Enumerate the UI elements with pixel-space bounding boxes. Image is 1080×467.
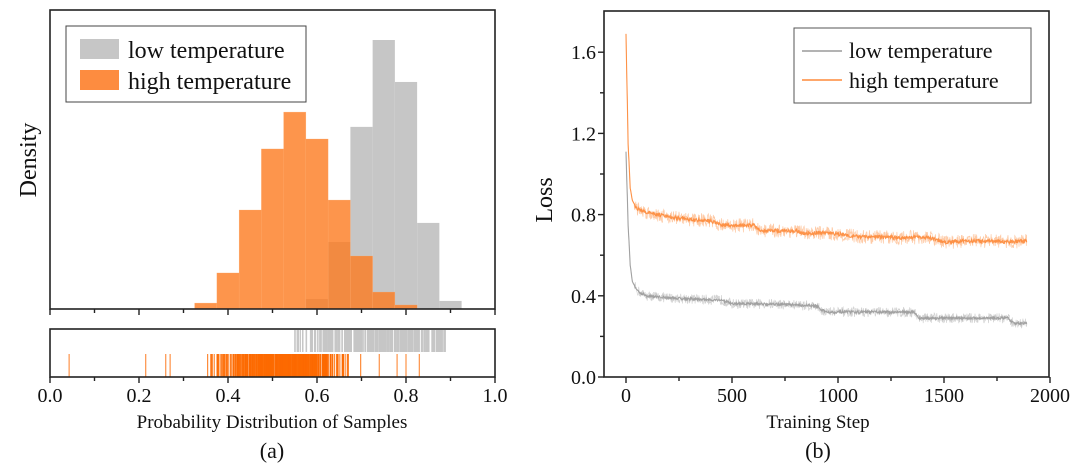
a-bar-high-1: [216, 272, 240, 310]
a-bar-high-0: [194, 302, 218, 310]
panel-b-line-chart: 0 500 1000 1500 2000 0.0 0.4 0.8 1.2 1.6 low tem…: [532, 10, 1070, 463]
a-bar-high-8: [372, 291, 396, 310]
b-caption: (b): [805, 438, 831, 463]
a-bar-high-3: [261, 148, 284, 310]
a-bar-high-7: [350, 255, 373, 310]
b-ylabel: Loss: [532, 177, 558, 222]
a-xaxis-tick-labels: 0.0 0.2 0.4 0.6 0.8 1.0: [38, 385, 508, 407]
b-legend-box: [793, 27, 1032, 104]
b-plot-area: [625, 33, 1028, 329]
a-legend-swatch-high: [80, 70, 119, 90]
b-line-high: [625, 33, 1028, 246]
a-series-high-temperature: [194, 111, 418, 310]
b-ytick-label: 0.4: [571, 286, 596, 308]
a-caption: (a): [260, 438, 284, 463]
b-yaxis-ticks: 0.0 0.4 0.8 1.2 1.6: [571, 42, 604, 389]
b-ytick-label: 0.0: [571, 367, 596, 389]
b-xlabel: Training Step: [766, 412, 869, 433]
a-xtick-label: 0.0: [38, 385, 63, 407]
a-rug-low-temperature: [294, 330, 446, 352]
b-xaxis-ticks: 0 500 1000 1500 2000: [621, 377, 1070, 407]
a-bar-low-4: [394, 81, 418, 310]
b-ytick-label: 0.8: [571, 205, 596, 227]
a-bar-low-6: [439, 300, 462, 309]
a-xlabel: Probability Distribution of Samples: [137, 412, 408, 433]
b-line-low: [625, 151, 1028, 327]
b-ytick-label: 1.6: [571, 42, 596, 64]
b-legend-label-low: low temperature: [849, 38, 993, 63]
b-xtick-label: 500: [717, 385, 747, 407]
a-legend-swatch-low: [80, 39, 119, 59]
panel-a-histogram: low temperature high temperature Density…: [16, 9, 508, 463]
b-xtick-label: 0: [621, 385, 631, 407]
a-legend-label-high: high temperature: [128, 69, 291, 95]
a-xtick-label: 0.8: [394, 385, 419, 407]
a-legend: low temperature high temperature: [65, 25, 307, 103]
a-rug-high-temperature: [68, 354, 421, 377]
b-legend-label-high: high temperature: [849, 68, 999, 93]
a-xtick-label: 0.2: [127, 385, 152, 407]
a-xtick-label: 1.0: [483, 385, 508, 407]
b-xtick-label: 1500: [924, 385, 964, 407]
a-bar-low-3: [372, 40, 395, 309]
b-legend: low temperature high temperature: [793, 27, 1032, 104]
a-bar-high-2: [238, 209, 262, 310]
a-xtick-label: 0.6: [305, 385, 330, 407]
a-bar-low-5: [417, 222, 440, 309]
b-xtick-label: 2000: [1030, 385, 1070, 407]
a-bar-high-5: [305, 138, 329, 310]
a-bar-high-6: [327, 199, 351, 310]
b-xtick-label: 1000: [818, 385, 858, 407]
a-legend-label-low: low temperature: [128, 38, 285, 64]
a-ylabel: Density: [16, 123, 42, 198]
a-xtick-label: 0.4: [216, 385, 241, 407]
b-frame: [603, 10, 1050, 378]
a-xaxis-ticks: [49, 377, 496, 383]
b-ytick-label: 1.2: [571, 123, 596, 145]
a-top-xaxis-ticks: [49, 309, 496, 315]
a-bar-high-4: [283, 111, 307, 310]
